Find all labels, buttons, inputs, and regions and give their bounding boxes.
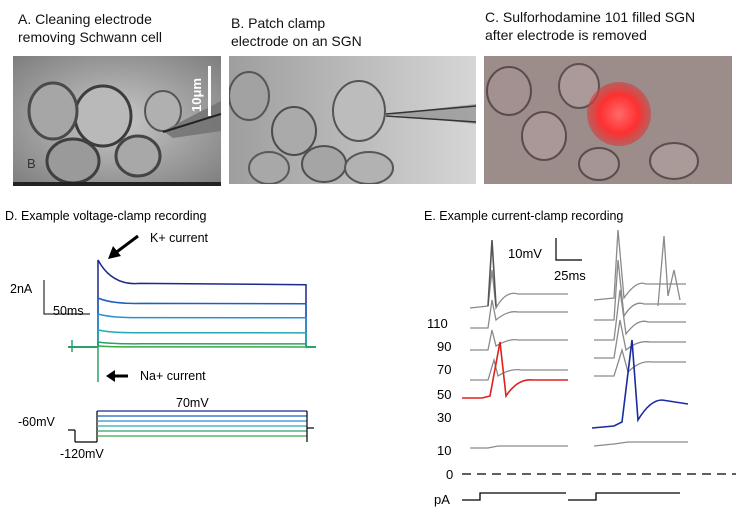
current-label-10: 10 bbox=[437, 443, 451, 458]
panel-a-title-line2: removing Schwann cell bbox=[18, 29, 162, 45]
current-label-110: 110 bbox=[427, 316, 448, 331]
voltage-protocol bbox=[68, 410, 314, 443]
cc-left-trace-1 bbox=[469, 269, 568, 311]
vc-scale-y: 2nA bbox=[10, 282, 33, 296]
panel-b-title-line1: B. Patch clamp bbox=[231, 15, 326, 31]
vc-trace-2 bbox=[97, 296, 307, 347]
k-current-label: K+ current bbox=[150, 231, 209, 245]
panel-a-corner-mark: B bbox=[27, 156, 36, 171]
cc-traces bbox=[462, 229, 689, 449]
cc-scale-y: 10mV bbox=[508, 246, 542, 261]
cc-right-trace-6 bbox=[593, 441, 688, 447]
cc-right-extra-spikes bbox=[657, 235, 681, 307]
hyper-voltage-label: -120mV bbox=[60, 447, 104, 460]
vc-traces bbox=[68, 259, 316, 382]
cc-right-highlight-trace bbox=[591, 339, 689, 429]
cc-right-trace-2 bbox=[594, 259, 686, 321]
current-label-50: 50 bbox=[437, 387, 451, 402]
panel-b-caption: B. Patch clamp electrode on an SGN bbox=[231, 14, 362, 50]
cc-right-trace-3 bbox=[594, 289, 686, 341]
unit-label: pA bbox=[434, 492, 450, 507]
panel-e-title: E. Example current-clamp recording bbox=[424, 209, 623, 223]
cc-left-trace-4 bbox=[470, 357, 568, 381]
stim-step-right bbox=[568, 492, 680, 501]
stim-step-left bbox=[462, 492, 566, 501]
vc-trace-1 bbox=[97, 259, 307, 347]
panel-c-title-line2: after electrode is removed bbox=[485, 27, 647, 43]
cc-left-trace-2 bbox=[470, 299, 568, 329]
panel-d-voltage-clamp: D. Example voltage-clamp recording K+ cu… bbox=[5, 209, 316, 460]
cc-left-trace-5 bbox=[470, 445, 568, 449]
panel-d-title: D. Example voltage-clamp recording bbox=[5, 209, 207, 223]
vc-trace-6 bbox=[97, 345, 307, 348]
panel-c-caption: C. Sulforhodamine 101 filled SGN after e… bbox=[485, 8, 695, 44]
panel-a-title-line1: A. Cleaning electrode bbox=[18, 11, 152, 27]
k-arrow bbox=[113, 234, 139, 256]
cc-right-trace-4 bbox=[594, 319, 686, 359]
cc-left-highlight-trace bbox=[462, 341, 568, 399]
micrograph-a: B 10μm bbox=[13, 56, 221, 186]
panel-a-caption: A. Cleaning electrode removing Schwann c… bbox=[18, 10, 162, 46]
cc-right-trace-5 bbox=[594, 347, 686, 377]
micrograph-c bbox=[484, 56, 732, 184]
step-voltage-label: 70mV bbox=[176, 396, 209, 410]
vc-trace-5 bbox=[97, 341, 307, 347]
vc-scale-x: 50ms bbox=[53, 304, 84, 318]
current-label-30: 30 bbox=[437, 410, 451, 425]
micrograph-b bbox=[229, 56, 476, 184]
cc-right-trace-1 bbox=[593, 229, 686, 301]
cc-scale-x: 25ms bbox=[554, 268, 586, 283]
na-current-label: Na+ current bbox=[140, 369, 206, 383]
panel-e-current-clamp: E. Example current-clamp recording 10mV … bbox=[424, 209, 736, 507]
current-label-90: 90 bbox=[437, 339, 451, 354]
vc-trace-4 bbox=[97, 329, 307, 347]
cc-scale-bar bbox=[555, 238, 582, 261]
fluorescent-cell bbox=[587, 82, 651, 146]
zero-label: 0 bbox=[446, 467, 453, 482]
scale-bar-label: 10μm bbox=[189, 78, 204, 112]
cc-left-trace-3 bbox=[470, 329, 568, 351]
panel-b-title-line2: electrode on an SGN bbox=[231, 33, 362, 49]
current-label-70: 70 bbox=[437, 362, 451, 377]
cc-left-spike bbox=[487, 239, 497, 307]
vc-trace-3 bbox=[97, 313, 307, 347]
panel-c-title-line1: C. Sulforhodamine 101 filled SGN bbox=[485, 9, 696, 25]
vc-scale-bar bbox=[43, 280, 90, 315]
hold-voltage-label: -60mV bbox=[18, 415, 55, 429]
